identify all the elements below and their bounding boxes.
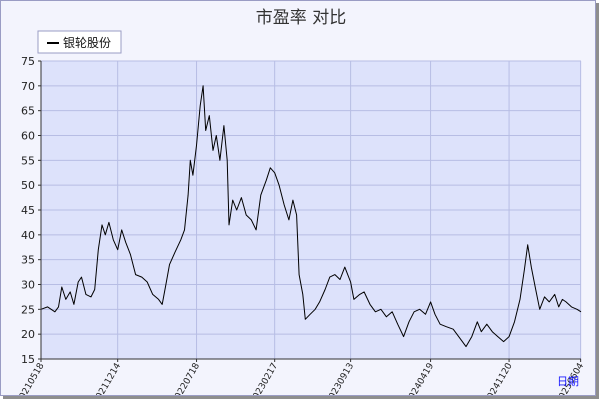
y-tick-label: 65: [21, 105, 35, 118]
pe-ratio-chart: 市盈率 对比 15 20 25 30 35 40 45 50 55 60 65 70 75 202105…: [15, 8, 586, 395]
x-tick-label: 20240419: [405, 361, 437, 395]
y-tick-label: 35: [21, 254, 35, 267]
x-axis-label: 日期: [557, 375, 579, 388]
axes: [38, 60, 582, 362]
y-tick-label: 45: [21, 204, 35, 217]
y-tick-label: 25: [21, 303, 35, 316]
series-layer: [40, 85, 582, 348]
grid: [40, 60, 582, 360]
x-tick-labels: 20210518 20211214 20220718 20230217 20230913…: [15, 361, 586, 395]
x-tick-label: 20230217: [249, 362, 281, 396]
legend-label: 银轮股份: [63, 36, 111, 50]
y-tick-label: 60: [21, 130, 35, 143]
y-tick-label: 50: [21, 179, 35, 192]
y-tick-label: 20: [21, 328, 35, 341]
y-tick-label: 55: [21, 154, 35, 167]
x-tick-label: 20210518: [15, 361, 47, 395]
x-tick-label: 20241120: [483, 361, 515, 395]
y-tick-labels: 15 20 25 30 35 40 45 50 55 60 65 70 75: [21, 55, 35, 366]
x-tick-label: 20230913: [325, 362, 357, 396]
y-tick-label: 75: [21, 55, 35, 68]
chart-title: 市盈率 对比: [256, 8, 346, 28]
legend-box: [37, 30, 122, 54]
y-tick-label: 40: [21, 229, 35, 242]
legend: 银轮股份: [37, 30, 122, 54]
x-tick-label: 20211214: [92, 361, 124, 395]
y-tick-label: 15: [21, 353, 35, 366]
y-tick-label: 70: [21, 80, 35, 93]
x-tick-label: 20220718: [171, 361, 203, 395]
series-line: [40, 85, 582, 348]
y-tick-label: 30: [21, 279, 35, 292]
